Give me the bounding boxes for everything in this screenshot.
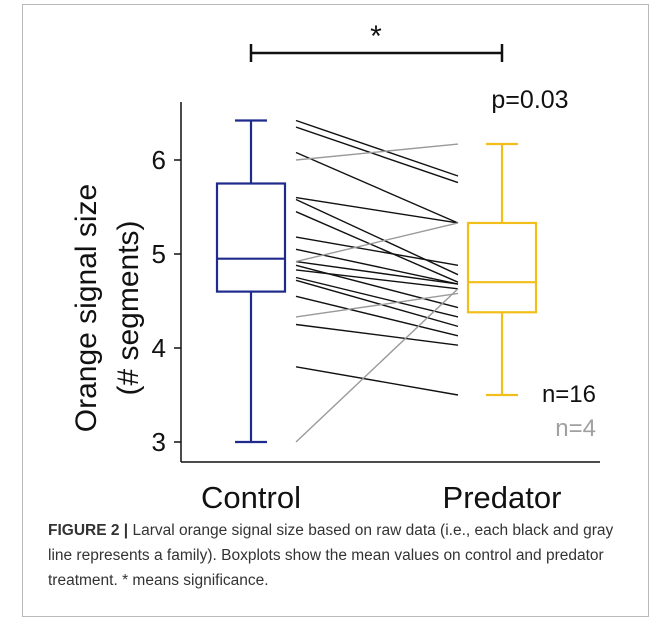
chart-labels: Orange signal size (# segments) Control … xyxy=(70,20,596,510)
family-line-6 xyxy=(295,211,459,283)
box-iqr xyxy=(466,221,538,314)
significance-star: * xyxy=(370,20,382,53)
family-line-13 xyxy=(295,279,459,328)
y-tick-label-5: 5 xyxy=(152,239,166,269)
family-line-14 xyxy=(295,295,459,337)
figure-frame xyxy=(22,4,649,617)
y-tick-label-4: 4 xyxy=(152,333,166,363)
box-predator xyxy=(466,142,538,397)
family-line-16 xyxy=(295,366,459,396)
family-line-5 xyxy=(295,198,459,276)
boxplot-chart: 3 4 5 6 Orange signal size (# segments) Con… xyxy=(70,20,600,510)
box-iqr xyxy=(215,182,287,293)
n-gray-label: n=4 xyxy=(555,415,596,442)
y-tick-label-3: 3 xyxy=(152,427,166,457)
family-line-17 xyxy=(295,143,459,161)
family-line-19 xyxy=(295,292,459,318)
family-line-18 xyxy=(295,222,459,263)
box-control xyxy=(215,119,287,444)
x-tick-label-control: Control xyxy=(201,480,301,510)
family-line-2 xyxy=(295,126,459,184)
family-line-4 xyxy=(295,196,459,224)
y-tick-label-6: 6 xyxy=(152,145,166,175)
family-line-10 xyxy=(295,264,459,309)
family-line-15 xyxy=(295,323,459,346)
p-value-label: p=0.03 xyxy=(491,86,568,114)
boxplots xyxy=(215,119,538,444)
family-lines xyxy=(295,119,459,443)
x-tick-label-predator: Predator xyxy=(443,480,562,510)
figure-label: FIGURE 2 | xyxy=(48,522,129,539)
family-line-1 xyxy=(295,119,459,177)
family-line-12 xyxy=(295,276,459,318)
caption-text: Larval orange signal size based on raw d… xyxy=(48,522,614,589)
figure-caption: FIGURE 2 | Larval orange signal size bas… xyxy=(48,518,638,593)
family-line-3 xyxy=(295,151,459,224)
y-axis-label-line1: Orange signal size xyxy=(70,184,103,432)
family-line-7 xyxy=(295,236,459,266)
family-line-9 xyxy=(295,260,459,285)
n-black-label: n=16 xyxy=(542,381,596,408)
y-axis-label-line2: (# segments) xyxy=(112,220,145,395)
family-line-20 xyxy=(295,288,459,443)
axes: 3 4 5 6 xyxy=(152,44,600,463)
family-line-11 xyxy=(295,269,459,290)
